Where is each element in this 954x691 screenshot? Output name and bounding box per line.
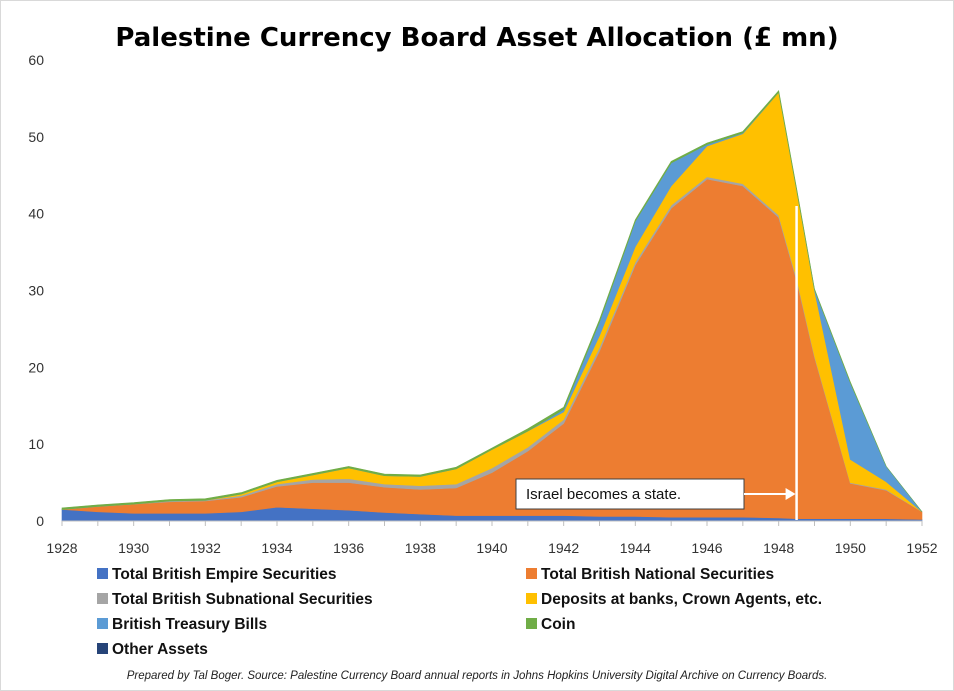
legend-label: Deposits at banks, Crown Agents, etc. [541, 591, 822, 608]
x-tick-label: 1930 [118, 540, 149, 556]
legend-swatch [97, 618, 108, 629]
x-tick-label: 1932 [190, 540, 221, 556]
x-tick-label: 1942 [548, 540, 579, 556]
chart-title: Palestine Currency Board Asset Allocatio… [115, 23, 838, 53]
legend-swatch [97, 643, 108, 654]
x-tick-label: 1952 [906, 540, 937, 556]
legend-swatch [526, 618, 537, 629]
y-tick-label: 0 [36, 513, 44, 529]
legend-label: British Treasury Bills [112, 616, 267, 633]
legend-label: Coin [541, 616, 575, 633]
annotation-label: Israel becomes a state. [526, 486, 681, 503]
legend-label: Total British Subnational Securities [112, 591, 373, 608]
x-tick-label: 1948 [763, 540, 794, 556]
x-tick-label: 1938 [405, 540, 436, 556]
legend: Total British Empire Securities Total Bri… [97, 566, 822, 658]
legend-label: Total British National Securities [541, 566, 774, 583]
x-tick-label: 1934 [261, 540, 292, 556]
israel-annotation: Israel becomes a state. [515, 205, 798, 520]
x-tick-label: 1950 [835, 540, 866, 556]
area-series-5 [61, 90, 923, 512]
legend-swatch [97, 593, 108, 604]
y-tick-label: 50 [28, 129, 44, 145]
x-tick-label: 1946 [691, 540, 722, 556]
arrow-head-icon [785, 488, 796, 500]
source-footer: Prepared by Tal Boger. Source: Palestine… [127, 670, 828, 682]
x-tick-label: 1940 [476, 540, 507, 556]
x-tick-label: 1928 [46, 540, 77, 556]
y-tick-label: 10 [28, 436, 44, 452]
x-tick-label: 1944 [620, 540, 651, 556]
x-tick-label: 1936 [333, 540, 364, 556]
legend-swatch [526, 568, 537, 579]
y-tick-label: 20 [28, 359, 44, 375]
legend-label: Total British Empire Securities [112, 566, 337, 583]
x-axis: 1928 1930 1932 1934 1936 1938 1940 1942 1944 1946… [46, 520, 938, 556]
y-tick-label: 40 [28, 206, 44, 222]
y-axis: 0 10 20 30 40 50 60 [28, 52, 44, 529]
y-tick-label: 60 [28, 52, 44, 68]
legend-swatch [97, 568, 108, 579]
legend-swatch [526, 593, 537, 604]
y-tick-label: 30 [28, 283, 44, 299]
legend-label: Other Assets [112, 641, 208, 658]
